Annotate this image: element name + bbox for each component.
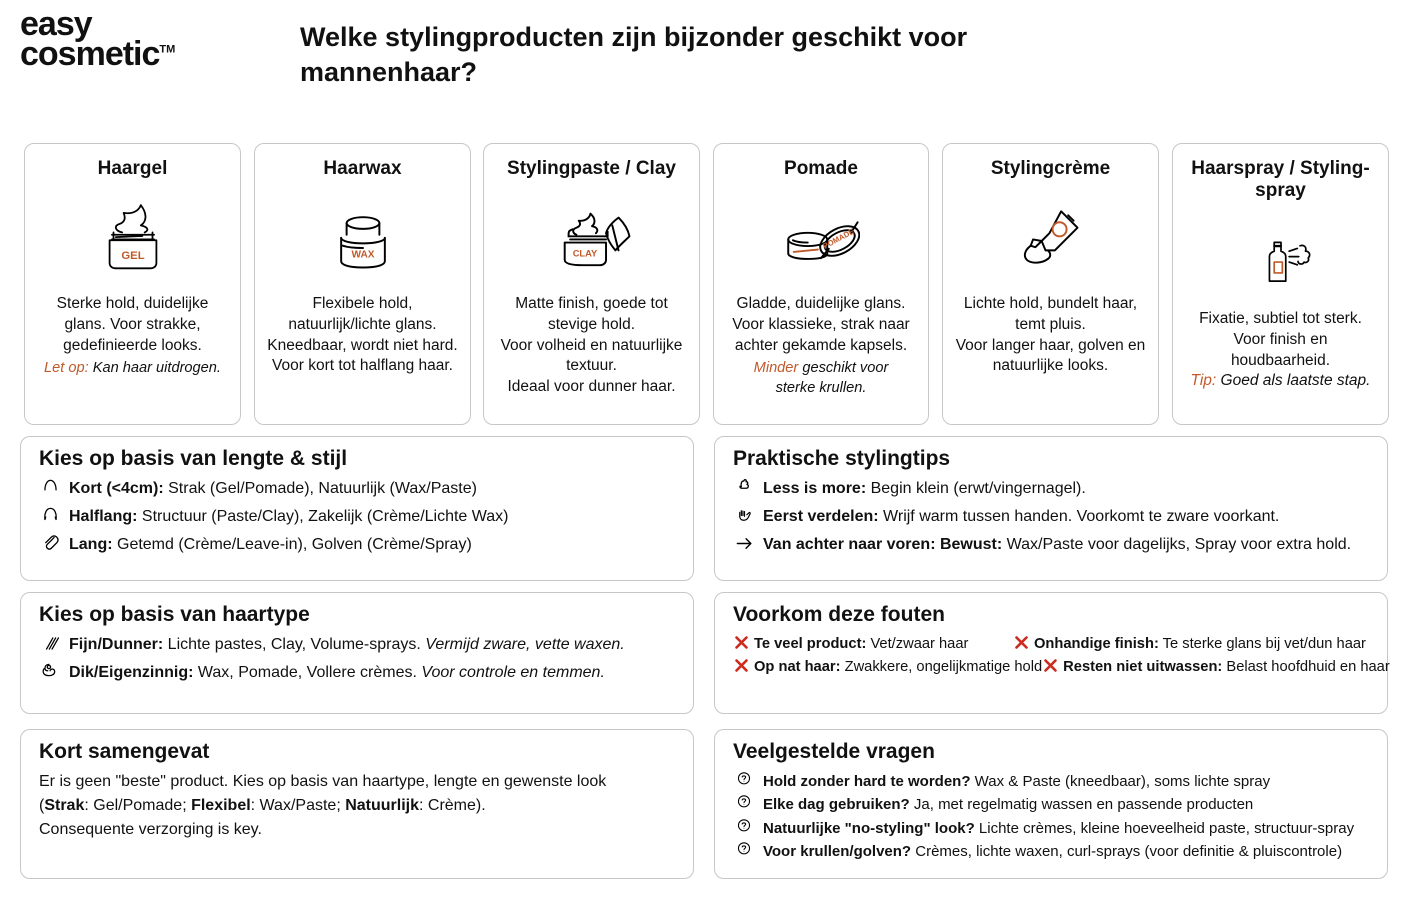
- svg-text:CLAY: CLAY: [572, 249, 597, 259]
- svg-text:WAX: WAX: [351, 249, 374, 260]
- svg-text:GEL: GEL: [121, 250, 144, 262]
